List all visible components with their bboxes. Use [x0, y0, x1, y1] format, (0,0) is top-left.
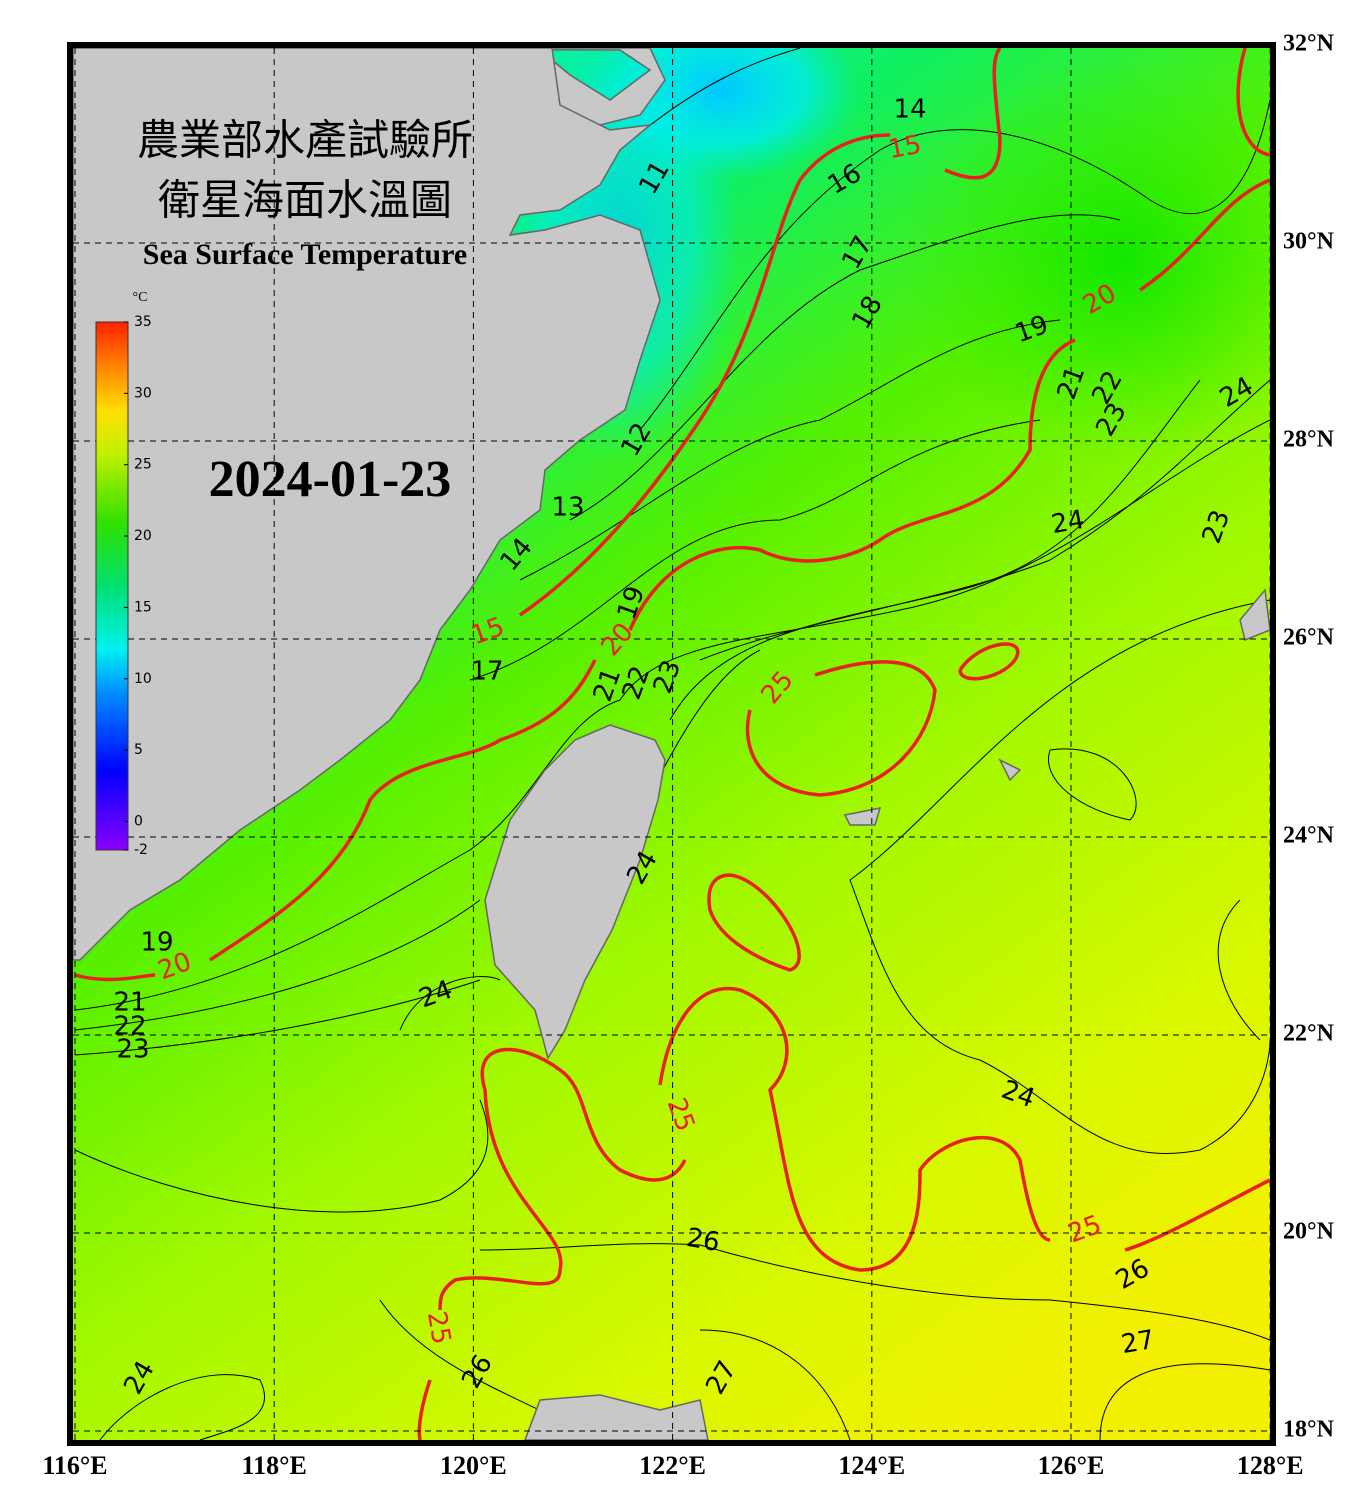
contour-label: 14	[893, 95, 926, 125]
lat-label: 20°N	[1283, 1219, 1335, 1245]
colorbar-tick-label: 25	[134, 457, 152, 473]
colorbar-tick-label: 10	[134, 671, 152, 687]
lon-label: 120°E	[440, 1451, 507, 1480]
lat-label: 18°N	[1283, 1417, 1335, 1443]
contour-label: 26	[684, 1223, 722, 1258]
colorbar-tick-label: 30	[134, 385, 152, 401]
colorbar-tick-label: -2	[134, 842, 148, 858]
contour-label: 23	[116, 1035, 149, 1065]
lat-label: 30°N	[1283, 229, 1335, 255]
lat-label: 26°N	[1283, 625, 1335, 651]
contour-label: 27	[1119, 1325, 1157, 1360]
colorbar	[95, 321, 129, 851]
subtitle: 衛星海面水溫圖	[158, 179, 452, 225]
contour-label: 22	[113, 1012, 146, 1042]
isotherm-major	[74, 48, 1270, 1440]
colorbar-ticks: -2 0 5 10 15 20 25 30 35	[124, 314, 152, 858]
english-title: Sea Surface Temperature	[143, 238, 467, 271]
contour-label: 15	[886, 130, 924, 165]
colorbar-tick-label: 5	[134, 742, 143, 758]
colorbar-unit: °C	[133, 290, 148, 305]
axis-labels: 116°E 118°E 120°E 122°E 124°E 126°E 128°E 32°N 3…	[42, 31, 1334, 1480]
colorbar-tick-label: 15	[134, 599, 152, 615]
contour-label: 13	[551, 493, 584, 523]
sea-surface	[900, 60, 1270, 460]
land	[73, 48, 1270, 1440]
lon-label: 116°E	[42, 1451, 107, 1480]
colorbar-tick-label: 35	[134, 314, 152, 330]
contour-label: 17	[470, 657, 503, 687]
lon-label: 122°E	[639, 1451, 706, 1480]
contour-label: 25	[421, 1309, 456, 1347]
lon-label: 118°E	[242, 1451, 307, 1480]
map-frame	[67, 42, 1276, 1446]
lon-label: 126°E	[1038, 1451, 1105, 1480]
lon-label: 128°E	[1237, 1451, 1304, 1480]
lat-label: 22°N	[1283, 1021, 1335, 1047]
title: 農業部水產試驗所	[137, 118, 473, 165]
contour-label: 19	[140, 928, 173, 958]
colorbar-tick-label: 20	[134, 528, 152, 544]
contour-label: 24	[1049, 505, 1087, 540]
grid	[73, 48, 1270, 1440]
lat-label: 32°N	[1283, 31, 1335, 57]
isotherms	[74, 48, 1270, 1440]
lat-label: 24°N	[1283, 823, 1335, 849]
lon-label: 124°E	[838, 1451, 905, 1480]
date: 2024-01-23	[209, 451, 452, 508]
colorbar-tick-label: 0	[134, 813, 143, 829]
contour-label: 21	[113, 988, 146, 1018]
lat-label: 28°N	[1283, 427, 1335, 453]
